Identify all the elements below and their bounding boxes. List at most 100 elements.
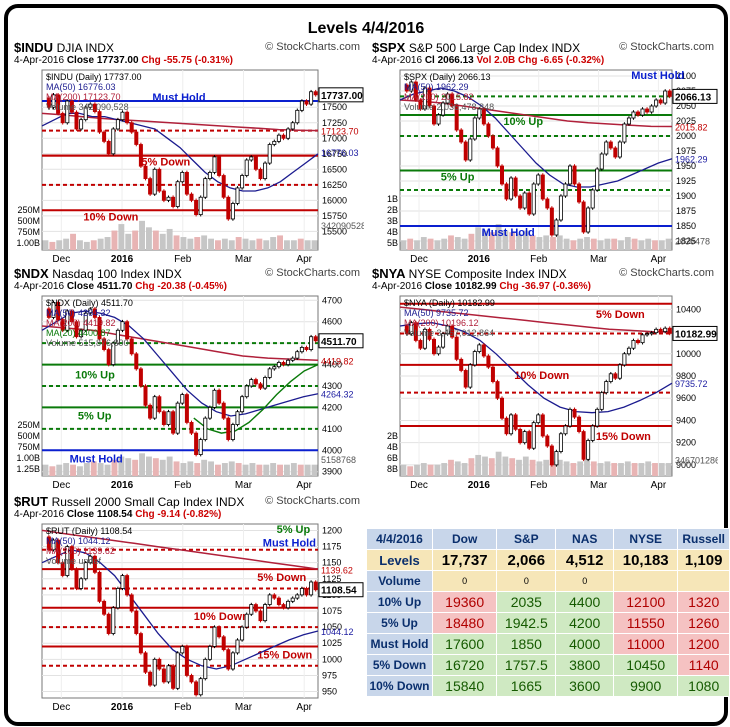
volume-bar xyxy=(414,240,420,250)
level-cell: 3600 xyxy=(555,675,615,697)
price-candle xyxy=(184,172,189,195)
level-label: 5% Down xyxy=(596,309,645,321)
value-flag: 16776.03 xyxy=(321,148,359,158)
price-candle xyxy=(60,113,65,124)
panel-change: Chg -9.14 (-0.82%) xyxy=(135,509,222,520)
volume-bar xyxy=(311,240,318,250)
volume-bar xyxy=(297,464,304,476)
price-candle xyxy=(244,385,249,398)
price-candle xyxy=(495,381,500,399)
table-col-header: Dow xyxy=(431,528,498,550)
price-candle xyxy=(450,325,455,338)
price-tag-box xyxy=(318,582,364,598)
y-tick-label: 975 xyxy=(322,670,337,680)
volume-bar xyxy=(42,240,49,250)
level-cell: 1850 xyxy=(496,633,557,655)
price-candle xyxy=(267,368,272,378)
panel-close: Close 1108.54 xyxy=(66,509,136,520)
value-flag: 1962.29 xyxy=(675,155,708,165)
price-candle xyxy=(263,377,268,389)
volume-bar xyxy=(152,230,159,250)
price-candle xyxy=(235,411,240,425)
volume-bar xyxy=(536,461,543,476)
level-cell: 11000 xyxy=(613,633,679,655)
level-label: 10% Down xyxy=(514,370,569,382)
volume-bar xyxy=(304,464,311,476)
price-candle xyxy=(422,328,427,349)
volume-bar xyxy=(550,237,556,250)
volume-bar xyxy=(652,463,658,476)
price-candle xyxy=(486,123,491,137)
plot-area xyxy=(41,69,319,251)
price-candle xyxy=(549,445,554,466)
value-flag: 2036478 xyxy=(675,236,710,246)
price-candle xyxy=(83,562,88,580)
price-candle xyxy=(230,424,235,440)
price-candle xyxy=(504,417,509,435)
price-candle xyxy=(97,317,102,340)
legend-entry: Volume 3,467,012,864 xyxy=(404,328,494,338)
price-candle xyxy=(441,333,446,348)
volume-bar xyxy=(228,240,235,250)
price-candle xyxy=(253,604,258,612)
table-corner-date: 4/4/2016 xyxy=(366,528,433,550)
price-candle xyxy=(409,322,414,335)
legend-entry: Volume undef xyxy=(46,556,102,566)
price-candle xyxy=(432,338,437,355)
x-tick-label: Dec xyxy=(52,254,70,265)
price-candle xyxy=(613,373,618,379)
level-cell: 1942.5 xyxy=(496,612,557,634)
volume-bar xyxy=(570,463,577,476)
volume-bar xyxy=(146,456,152,476)
volume-bar xyxy=(235,237,242,250)
table-row-level: 5% Down 16720 1757.5 3800 10450 1140 xyxy=(366,654,730,676)
volume-bar xyxy=(631,463,638,476)
price-candle xyxy=(51,302,56,318)
volume-bar xyxy=(263,240,270,250)
volume-tick-label: 1.00B xyxy=(16,453,40,463)
price-candle xyxy=(79,329,84,338)
volume-bar xyxy=(475,454,482,476)
row-label: Must Hold xyxy=(366,633,433,655)
volume-tick-label: 750M xyxy=(17,442,40,452)
y-tick-label: 10400 xyxy=(676,304,701,314)
volume-bar xyxy=(132,459,139,476)
y-tick-label: 2000 xyxy=(676,131,696,141)
price-candle xyxy=(649,332,654,335)
y-tick-label: 2100 xyxy=(676,71,696,81)
volume-bar xyxy=(420,463,427,476)
panel-name: DJIA INDX xyxy=(56,41,114,55)
price-candle xyxy=(125,321,130,340)
legend-entry: $NDX (Daily) 4511.70 xyxy=(46,298,133,308)
level-value: 10,183 xyxy=(613,549,679,571)
volume-bar xyxy=(584,237,590,250)
volume-bar xyxy=(159,233,166,250)
price-candle xyxy=(249,379,254,387)
price-candle xyxy=(313,336,318,342)
volume-value: 0 xyxy=(431,570,498,592)
volume-bar xyxy=(97,463,104,476)
panel-close: Close 10182.99 xyxy=(424,281,500,292)
volume-bar xyxy=(270,463,277,476)
volume-bar xyxy=(242,464,249,476)
ma200-line xyxy=(399,306,673,333)
price-candle xyxy=(418,340,423,349)
price-candle xyxy=(640,334,645,344)
volume-bar xyxy=(249,240,256,250)
volume-bar xyxy=(139,220,145,250)
price-candle xyxy=(74,321,79,338)
price-candle xyxy=(189,675,194,683)
ma200-line xyxy=(41,112,319,132)
price-candle xyxy=(272,594,277,599)
price-candle xyxy=(608,373,613,382)
y-tick-label: 4200 xyxy=(322,402,342,412)
price-candle xyxy=(295,109,300,124)
x-tick-label: Apr xyxy=(296,702,312,713)
panel-symbol: $NDX xyxy=(14,266,53,281)
level-label: 10% Up xyxy=(75,370,115,382)
volume-tick-label: 6B xyxy=(387,453,398,463)
level-value: 4,512 xyxy=(555,549,615,571)
panel-name: Russell 2000 Small Cap Index INDX xyxy=(51,495,245,509)
price-candle xyxy=(586,440,591,460)
price-candle xyxy=(463,141,468,161)
